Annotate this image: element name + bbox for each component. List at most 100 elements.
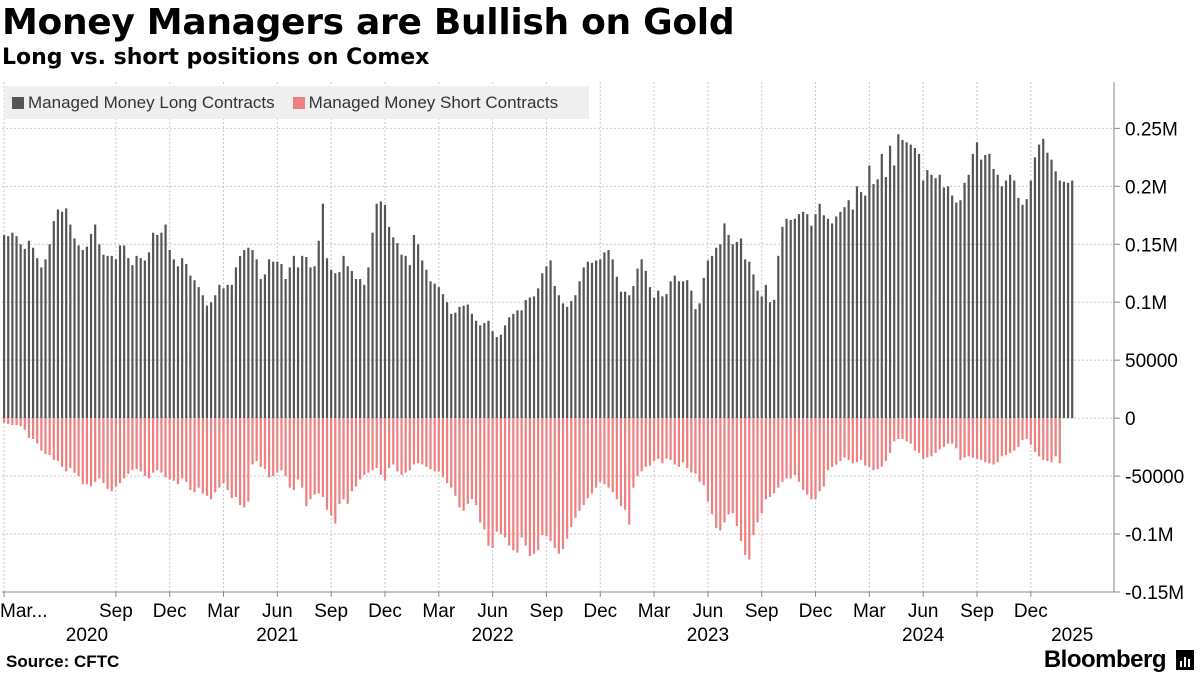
short-contracts-bar	[243, 418, 246, 508]
chart-title: Money Managers are Bullish on Gold	[2, 2, 735, 43]
short-contracts-bar	[222, 418, 225, 484]
short-contracts-bar	[309, 418, 312, 500]
short-contracts-bar	[586, 418, 589, 499]
short-contracts-bar	[893, 418, 896, 442]
long-contracts-bar	[1017, 197, 1020, 419]
long-contracts-bar	[143, 260, 146, 419]
short-contracts-bar	[338, 418, 341, 504]
short-contracts-bar	[172, 418, 175, 481]
short-contracts-bar	[85, 418, 88, 485]
short-contracts-bar	[872, 418, 875, 471]
long-contracts-bar	[156, 235, 159, 419]
x-tick-label: Sep	[99, 601, 133, 622]
long-contracts-bar	[855, 186, 859, 419]
short-contracts-bar	[234, 418, 238, 497]
x-tick-label: Sep	[314, 601, 348, 622]
short-contracts-bar	[818, 418, 821, 492]
long-contracts-bar	[632, 286, 635, 419]
long-contracts-bar	[1062, 181, 1066, 419]
short-contracts-bar	[661, 418, 664, 464]
long-contracts-bar	[52, 221, 55, 419]
x-tick-label: Sep	[960, 601, 994, 622]
short-contracts-bar	[462, 418, 465, 511]
long-contracts-bar	[880, 153, 883, 419]
x-year-label: 2020	[66, 625, 108, 646]
short-contracts-bar	[648, 418, 652, 466]
long-contracts-bar	[951, 195, 954, 419]
short-contracts-bar	[94, 418, 97, 482]
short-contracts-bar	[267, 418, 271, 478]
long-contracts-bar	[135, 255, 138, 419]
short-contracts-bar	[967, 418, 970, 457]
long-contracts-bar	[636, 268, 639, 419]
x-year-label: 2021	[256, 625, 298, 646]
short-contracts-bar	[545, 418, 548, 537]
long-contracts-bar	[354, 279, 358, 419]
long-contracts-bar	[690, 290, 693, 419]
long-contracts-bar	[648, 287, 652, 419]
long-contracts-bar	[425, 269, 428, 419]
short-contracts-bar	[89, 418, 93, 487]
long-contracts-bar	[164, 224, 167, 419]
short-contracts-bar	[425, 418, 428, 467]
long-contracts-bar	[512, 313, 515, 419]
long-contracts-bar	[603, 252, 606, 419]
long-contracts-bar	[1033, 157, 1037, 419]
short-contracts-bar	[603, 418, 606, 485]
long-contracts-bar	[557, 295, 560, 419]
long-contracts-bar	[677, 281, 681, 419]
short-contracts-bar	[48, 418, 51, 456]
short-contracts-bar	[466, 418, 469, 504]
long-contracts-bar	[499, 334, 502, 419]
long-contracts-bar	[570, 301, 573, 419]
short-contracts-bar	[822, 418, 825, 487]
short-contracts-bar	[694, 418, 697, 474]
long-contracts-bar	[11, 232, 14, 419]
long-contracts-bar	[110, 255, 113, 419]
short-contracts-bar	[549, 418, 552, 541]
short-contracts-bar	[230, 418, 233, 499]
short-contracts-bar	[441, 418, 445, 478]
short-contracts-bar	[528, 418, 531, 557]
short-contracts-bar	[681, 418, 685, 463]
long-contracts-bar	[665, 294, 668, 419]
short-contracts-bar	[56, 418, 60, 462]
short-contracts-bar	[495, 418, 498, 532]
long-contracts-bar	[971, 153, 974, 419]
long-contracts-bar	[992, 168, 995, 419]
short-contracts-bar	[901, 418, 904, 439]
long-contracts-bar	[417, 244, 420, 419]
source-note: Source: CFTC	[6, 652, 120, 671]
long-contracts-bar	[19, 244, 22, 419]
x-tick-label: Jun	[262, 601, 293, 622]
short-contracts-bar	[797, 418, 801, 482]
short-contracts-bar	[433, 418, 436, 472]
short-contracts-bar	[744, 418, 747, 555]
long-contracts-bar	[131, 265, 134, 419]
short-contracts-bar	[839, 418, 842, 462]
long-contracts-bar	[396, 243, 399, 419]
short-contracts-bar	[764, 418, 767, 500]
short-contracts-bar	[77, 418, 80, 477]
long-contracts-bar	[578, 281, 581, 419]
short-contracts-bar	[532, 418, 536, 554]
short-contracts-bar	[657, 418, 660, 459]
long-contracts-bar	[706, 260, 709, 419]
long-contracts-bar	[905, 142, 908, 419]
long-contracts-bar	[334, 273, 337, 419]
short-contracts-bar	[702, 418, 705, 486]
short-contracts-bar	[727, 418, 730, 515]
short-contracts-bar	[7, 418, 10, 424]
long-contracts-bar	[342, 255, 345, 419]
long-contracts-bar	[330, 269, 333, 419]
long-contracts-bar	[826, 218, 830, 419]
short-contracts-bar	[719, 418, 722, 531]
long-contracts-bar	[102, 254, 105, 419]
short-contracts-bar	[570, 418, 573, 528]
long-contracts-bar	[524, 299, 527, 419]
short-contracts-bar	[1000, 418, 1003, 457]
long-contracts-bar	[793, 218, 796, 419]
long-contracts-bar	[901, 139, 904, 419]
short-contracts-bar	[917, 418, 921, 453]
short-contracts-bar	[640, 418, 643, 472]
